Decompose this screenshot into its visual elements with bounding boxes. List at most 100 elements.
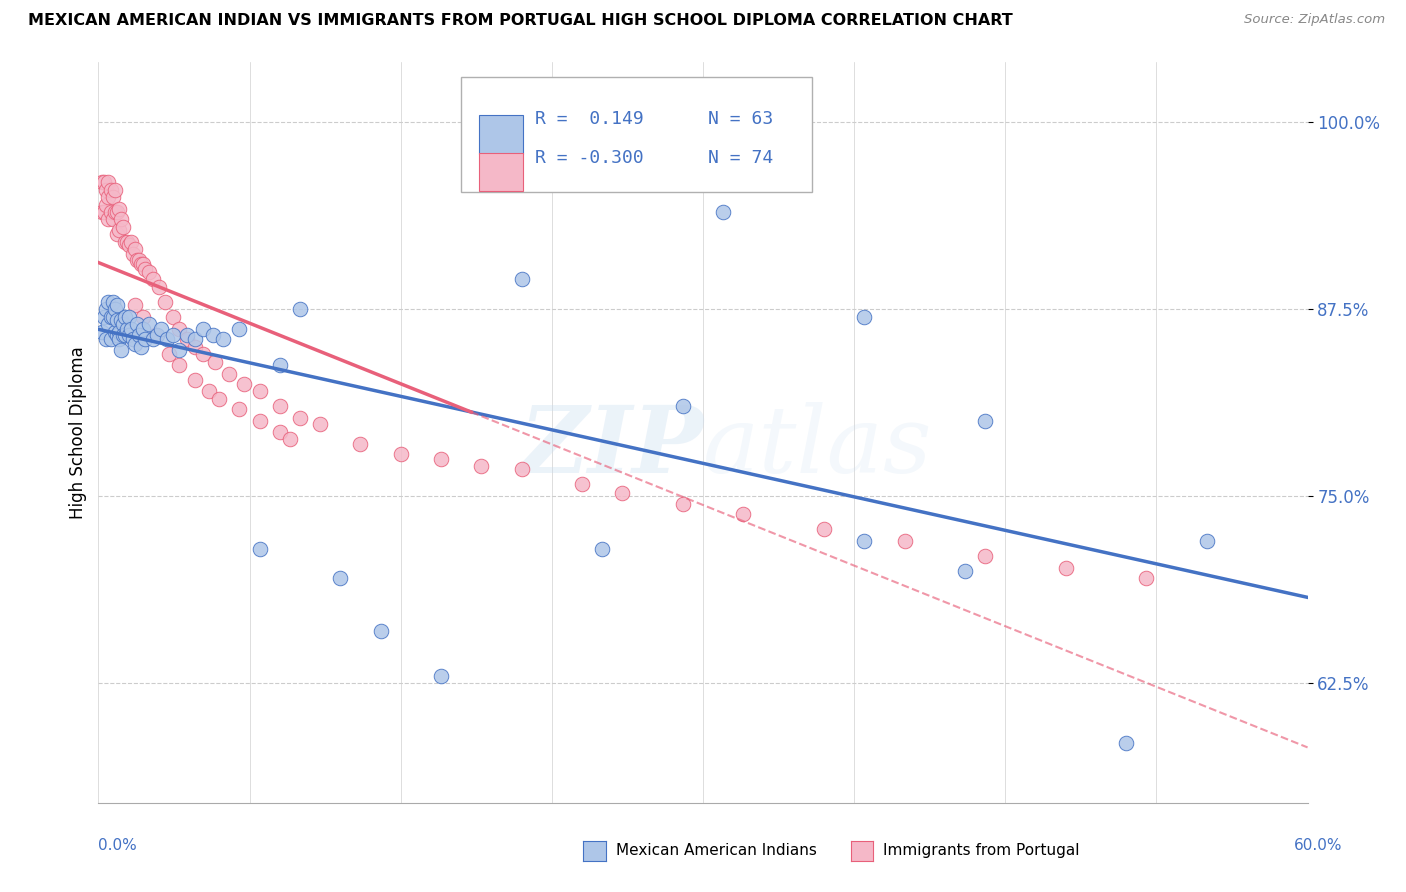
Point [853, 534, 876, 549]
Point [853, 310, 876, 324]
Point [129, 340, 152, 354]
Point [612, 486, 634, 500]
Point [107, 325, 129, 339]
Point [329, 571, 352, 585]
Point [167, 343, 190, 357]
Text: ZIP: ZIP [519, 402, 703, 492]
Point [128, 327, 150, 342]
Text: Source: ZipAtlas.com: Source: ZipAtlas.com [1244, 13, 1385, 27]
Point [93, 175, 115, 189]
Point [138, 265, 160, 279]
Point [93, 205, 115, 219]
Point [176, 327, 198, 342]
Point [118, 238, 141, 252]
Point [813, 522, 835, 536]
Point [110, 312, 132, 326]
Y-axis label: High School Diploma: High School Diploma [69, 346, 87, 519]
Point [124, 243, 146, 257]
Point [101, 310, 124, 324]
Point [132, 310, 155, 324]
Point [184, 340, 207, 354]
Point [672, 400, 695, 414]
Point [510, 272, 533, 286]
Point [571, 477, 593, 491]
Point [733, 507, 755, 521]
Point [269, 400, 291, 414]
Point [288, 302, 311, 317]
Point [953, 564, 976, 578]
Point [232, 377, 254, 392]
Point [114, 235, 136, 249]
Point [124, 298, 146, 312]
Point [124, 336, 146, 351]
Point [389, 447, 412, 461]
Point [105, 327, 128, 342]
Point [105, 312, 128, 326]
Point [1054, 561, 1077, 575]
Point [111, 317, 134, 331]
Text: N = 63: N = 63 [707, 110, 773, 128]
Point [97, 175, 120, 189]
Point [115, 235, 138, 249]
Point [111, 327, 134, 342]
Point [711, 205, 734, 219]
Point [91, 325, 114, 339]
FancyBboxPatch shape [479, 153, 523, 192]
Point [249, 541, 271, 556]
Point [157, 347, 180, 361]
Point [167, 321, 190, 335]
Text: N = 74: N = 74 [707, 149, 773, 167]
Point [153, 294, 176, 309]
Point [202, 327, 225, 342]
Point [184, 332, 207, 346]
Point [97, 294, 120, 309]
Point [115, 321, 138, 335]
Point [142, 332, 165, 346]
Point [974, 549, 997, 563]
Point [103, 302, 125, 317]
Point [100, 310, 122, 324]
Point [510, 462, 533, 476]
Point [430, 451, 453, 466]
Point [121, 247, 143, 261]
Point [111, 219, 134, 234]
Point [228, 402, 250, 417]
Point [118, 310, 141, 324]
Point [138, 317, 160, 331]
Point [97, 190, 120, 204]
Point [134, 261, 156, 276]
Point [125, 252, 148, 267]
Point [176, 332, 198, 346]
Text: MEXICAN AMERICAN INDIAN VS IMMIGRANTS FROM PORTUGAL HIGH SCHOOL DIPLOMA CORRELAT: MEXICAN AMERICAN INDIAN VS IMMIGRANTS FR… [28, 13, 1012, 29]
Point [132, 257, 155, 271]
Point [204, 354, 226, 368]
Point [349, 437, 371, 451]
Point [142, 272, 165, 286]
Point [198, 384, 221, 399]
Point [96, 302, 118, 317]
Point [288, 411, 311, 425]
Point [120, 235, 142, 249]
Point [129, 257, 152, 271]
Point [218, 367, 240, 381]
Point [103, 183, 125, 197]
Text: R = -0.300: R = -0.300 [534, 149, 644, 167]
Point [249, 384, 271, 399]
Point [134, 332, 156, 346]
Point [100, 183, 122, 197]
Point [105, 298, 128, 312]
Text: R =  0.149: R = 0.149 [534, 110, 644, 128]
Point [105, 205, 128, 219]
Point [97, 317, 120, 331]
Point [101, 212, 124, 227]
Point [269, 425, 291, 439]
Point [249, 414, 271, 428]
Point [101, 294, 124, 309]
Point [118, 327, 141, 342]
Point [893, 534, 915, 549]
Point [193, 321, 215, 335]
Point [208, 392, 231, 406]
Point [370, 624, 392, 638]
Point [105, 227, 128, 242]
Text: 0.0%: 0.0% [98, 838, 138, 854]
